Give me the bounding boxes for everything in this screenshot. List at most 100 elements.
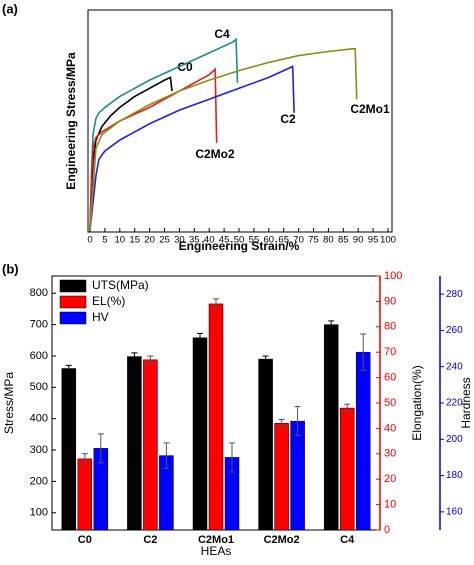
error-bar xyxy=(360,333,367,371)
y2-tick-label: 50 xyxy=(384,397,396,409)
x-axis-title: Engineering Strain/% xyxy=(179,239,300,253)
curve-label: C2 xyxy=(280,112,296,126)
curve xyxy=(89,47,358,231)
y2-tick-label: 60 xyxy=(384,372,396,384)
x-tick-label: 80 xyxy=(323,235,334,246)
curve xyxy=(89,37,239,231)
y3-tick-label: 160 xyxy=(446,506,463,517)
y2-axis-title: Elongation(%) xyxy=(410,365,424,440)
x-tick-label: C4 xyxy=(340,534,355,546)
y2-tick-label: 40 xyxy=(384,422,396,434)
bar xyxy=(77,458,93,531)
curve-label: C0 xyxy=(177,60,193,74)
curve-label: C2Mo1 xyxy=(350,102,390,116)
bar xyxy=(323,324,339,531)
panel-label: (a) xyxy=(2,1,18,16)
x-tick-label: 85 xyxy=(338,235,349,246)
x-tick-label: 40 xyxy=(204,235,215,246)
y-axis-title: Engineering Stress/MPa xyxy=(64,52,78,190)
error-bar xyxy=(278,419,285,428)
error-bar xyxy=(197,332,203,343)
bar xyxy=(258,358,273,531)
error-bar xyxy=(65,364,72,373)
error-bar xyxy=(262,355,269,363)
error-bar xyxy=(229,442,235,473)
x-tick-label: 0 xyxy=(87,235,92,246)
y2-tick-label: 100 xyxy=(384,270,402,282)
x-tick-label: 60 xyxy=(264,235,275,246)
y2-tick-label: 90 xyxy=(384,295,396,307)
y-tick-label: 400 xyxy=(30,413,48,425)
y3-tick-label: 200 xyxy=(446,434,463,445)
x-tick-label: 50 xyxy=(234,235,245,246)
legend-swatch xyxy=(59,311,87,325)
error-bar xyxy=(81,453,88,465)
x-tick-label: 100 xyxy=(380,235,396,246)
error-bar xyxy=(294,406,301,437)
legend-label: EL(%) xyxy=(92,294,125,308)
y3-axis-title: Hardness xyxy=(459,377,473,428)
legend-label: UTS(MPa) xyxy=(92,278,149,292)
y3-tick-label: 260 xyxy=(446,325,463,336)
curve xyxy=(89,65,295,231)
legend-label: HV xyxy=(92,310,109,324)
x-tick-label: 5 xyxy=(102,235,107,246)
y2-tick-label: 20 xyxy=(384,473,396,485)
legend-swatch xyxy=(59,279,87,293)
x-tick-label: 70 xyxy=(293,235,304,246)
error-bar xyxy=(147,355,154,365)
y-tick-label: 700 xyxy=(30,319,48,331)
y2-tick-label: 80 xyxy=(384,321,396,333)
error-bar xyxy=(328,320,335,329)
x-tick-label: 10 xyxy=(115,235,126,246)
bar xyxy=(290,420,305,531)
x-tick-label: 30 xyxy=(174,235,185,246)
error-bar xyxy=(163,442,170,469)
y2-tick-label: 70 xyxy=(384,346,396,358)
x-tick-label: 15 xyxy=(129,235,140,246)
bar xyxy=(143,359,158,531)
x-tick-label: C2 xyxy=(143,534,157,546)
curve-label: C2Mo2 xyxy=(195,147,235,161)
x-tick-label: 35 xyxy=(189,235,200,246)
x-tick-label: C0 xyxy=(78,534,92,546)
y3-tick-label: 220 xyxy=(446,398,463,409)
x-tick-label: 25 xyxy=(159,235,170,246)
x-tick-label: C2Mo1 xyxy=(198,534,234,546)
bar xyxy=(127,356,142,531)
y2-tick-label: 0 xyxy=(384,524,390,536)
y-tick-label: 500 xyxy=(30,381,48,393)
x-tick-label: 20 xyxy=(144,235,155,246)
x-tick-label: 90 xyxy=(353,235,364,246)
bar xyxy=(274,423,289,531)
x-tick-label: 45 xyxy=(219,235,230,246)
x-tick-label: 55 xyxy=(249,235,260,246)
y-tick-label: 100 xyxy=(30,507,48,519)
curve-label: C4 xyxy=(214,27,230,41)
y3-tick-label: 280 xyxy=(446,289,463,300)
error-bar xyxy=(213,298,219,310)
y2-tick-label: 10 xyxy=(384,499,396,511)
x-tick-label: 65 xyxy=(278,235,289,246)
x-axis-title: HEAs xyxy=(201,544,232,558)
y-tick-label: 600 xyxy=(30,350,48,362)
error-bar xyxy=(131,352,138,361)
bar xyxy=(192,337,208,531)
y-axis-title: Stress/MPa xyxy=(2,372,16,434)
bar xyxy=(339,407,355,531)
error-bar xyxy=(344,403,351,413)
y3-tick-label: 180 xyxy=(446,470,463,481)
bar xyxy=(208,303,224,531)
y3-tick-label: 240 xyxy=(446,361,463,372)
y-tick-label: 300 xyxy=(30,444,48,456)
x-tick-label: C2Mo2 xyxy=(264,534,300,546)
y-tick-label: 800 xyxy=(30,287,48,299)
x-tick-label: 75 xyxy=(308,235,319,246)
y2-tick-label: 30 xyxy=(384,448,396,460)
error-bar xyxy=(97,433,104,464)
bar xyxy=(355,351,371,531)
y-tick-label: 200 xyxy=(30,475,48,487)
plot-frame xyxy=(87,9,393,233)
bar xyxy=(61,368,77,531)
